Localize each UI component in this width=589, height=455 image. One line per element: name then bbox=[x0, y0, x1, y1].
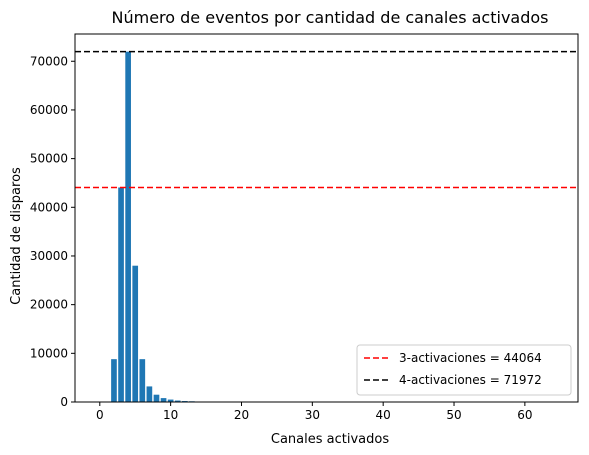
y-axis-label: Cantidad de disparos bbox=[9, 167, 24, 305]
legend-box bbox=[356, 344, 572, 396]
bar bbox=[146, 386, 153, 402]
y-tick-label: 40000 bbox=[30, 200, 68, 214]
y-tick-label: 20000 bbox=[30, 298, 68, 312]
bar bbox=[167, 399, 174, 402]
y-tick-label: 10000 bbox=[30, 346, 68, 360]
bar-group bbox=[111, 51, 216, 403]
x-tick-label: 20 bbox=[234, 408, 249, 422]
bar bbox=[111, 359, 117, 402]
plot-frame bbox=[74, 33, 579, 403]
y-tick-label: 70000 bbox=[30, 54, 68, 68]
bar bbox=[125, 51, 131, 403]
y-tick-label: 60000 bbox=[30, 103, 68, 117]
bar bbox=[139, 359, 146, 402]
chart-title: Número de eventos por cantidad de canale… bbox=[112, 8, 549, 27]
legend-label: 4-activaciones = 71972 bbox=[399, 373, 542, 387]
bar bbox=[153, 394, 160, 402]
legend: 3-activaciones = 44064 4-activaciones = 7… bbox=[356, 344, 572, 396]
x-tick-label: 30 bbox=[305, 408, 320, 422]
legend-label: 3-activaciones = 44064 bbox=[399, 351, 542, 365]
bar bbox=[160, 398, 167, 402]
bar bbox=[132, 265, 139, 402]
x-tick-label: 50 bbox=[446, 408, 461, 422]
x-axis-label: Canales activados bbox=[271, 432, 389, 447]
bar bbox=[174, 400, 181, 402]
y-tick-label: 0 bbox=[60, 395, 68, 409]
x-tick-label: 10 bbox=[163, 408, 178, 422]
x-tick-label: 0 bbox=[96, 408, 104, 422]
bar bbox=[118, 187, 124, 402]
y-axis-ticks: 0 10000 20000 30000 40000 50000 60000 70000 bbox=[30, 54, 75, 409]
reference-lines bbox=[75, 50, 578, 189]
y-tick-label: 50000 bbox=[30, 152, 68, 166]
x-axis-ticks: 0 10 20 30 40 50 60 bbox=[96, 402, 533, 422]
x-tick-label: 40 bbox=[376, 408, 391, 422]
x-tick-label: 60 bbox=[517, 408, 532, 422]
y-tick-label: 30000 bbox=[30, 249, 68, 263]
